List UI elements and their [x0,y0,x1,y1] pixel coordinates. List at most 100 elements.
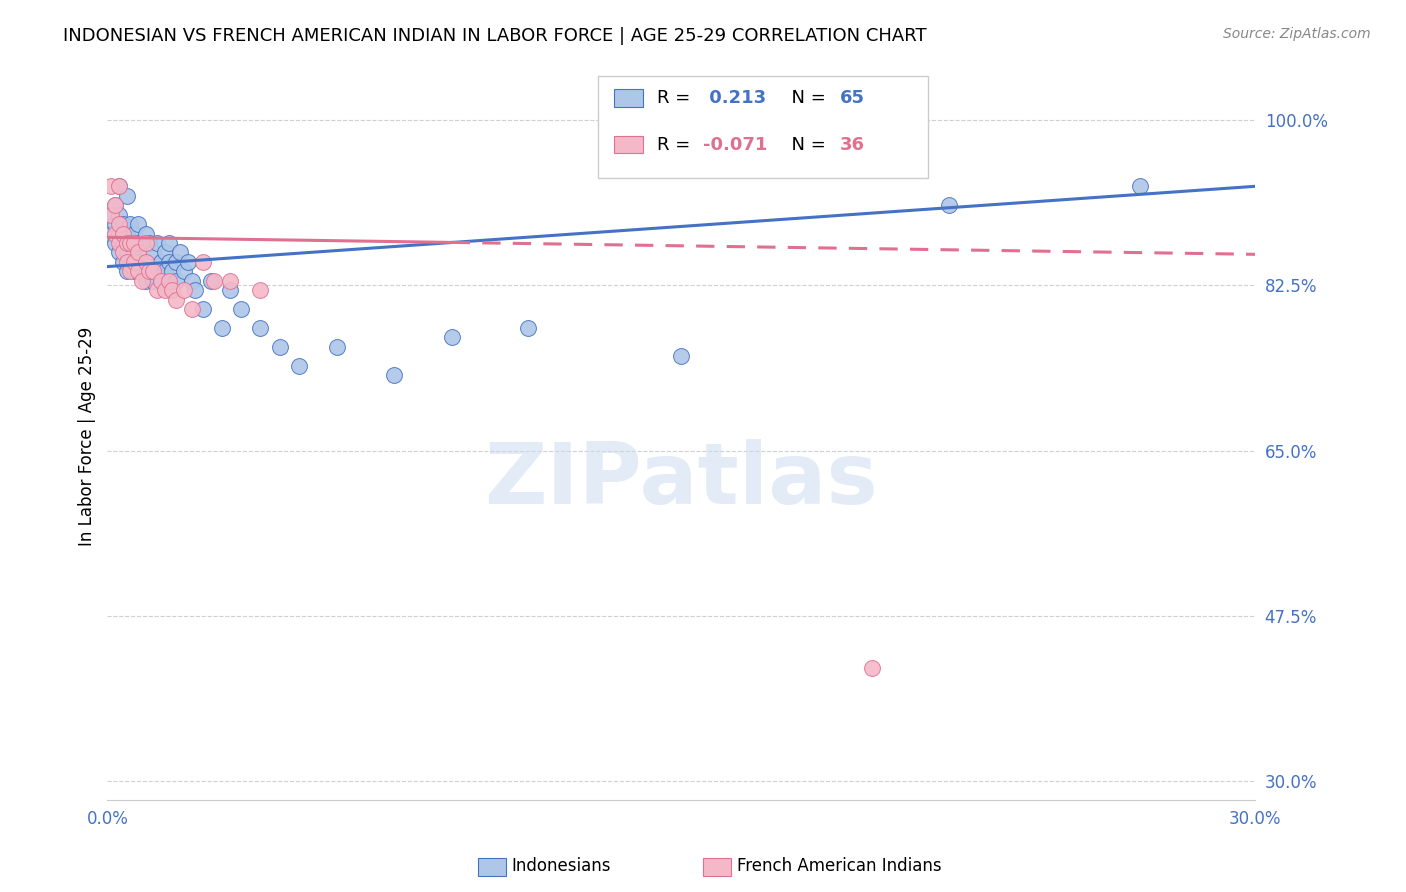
Point [157,274,180,288]
Text: 0.213: 0.213 [703,89,766,107]
Point [100,208,122,222]
Point [127,264,149,278]
Point [120,235,142,250]
Point [111,235,134,250]
Text: N =: N = [780,136,832,153]
Point [111,255,134,269]
Point [157,235,180,250]
Point [108,235,131,250]
Text: INDONESIAN VS FRENCH AMERICAN INDIAN IN LABOR FORCE | AGE 25-29 CORRELATION CHAR: INDONESIAN VS FRENCH AMERICAN INDIAN IN … [63,27,927,45]
Point [115,227,138,241]
Point [135,255,157,269]
Point [108,179,131,194]
Point [153,245,176,260]
Point [100,179,122,194]
Point [287,359,309,373]
Point [135,255,157,269]
Y-axis label: In Labor Force | Age 25-29: In Labor Force | Age 25-29 [79,327,96,546]
Point [138,235,160,250]
Point [146,264,169,278]
Text: 36: 36 [839,136,865,153]
Point [165,274,187,288]
Text: 65: 65 [839,89,865,107]
Point [162,264,184,278]
Point [218,274,240,288]
Point [104,227,127,241]
Point [100,208,122,222]
Point [122,264,145,278]
Point [326,340,349,354]
Point [122,235,145,250]
Point [104,198,127,212]
Point [142,274,165,288]
Point [165,293,187,307]
Point [146,235,169,250]
Point [108,217,131,231]
Point [115,245,138,260]
Point [111,227,134,241]
Point [191,255,214,269]
Point [131,235,153,250]
Point [108,208,131,222]
Point [131,274,153,288]
Point [165,255,187,269]
Point [142,264,165,278]
Point [135,235,157,250]
Point [180,274,202,288]
Point [127,245,149,260]
Point [153,283,176,297]
Point [382,368,405,383]
Point [127,235,149,250]
Point [180,302,202,317]
Point [173,283,195,297]
Point [108,245,131,260]
Point [104,235,127,250]
Point [149,255,172,269]
Point [146,283,169,297]
Point [440,330,463,344]
Point [269,340,291,354]
Point [120,217,142,231]
Point [709,122,731,136]
Point [157,255,180,269]
Point [100,227,122,241]
Point [249,283,271,297]
Text: N =: N = [780,89,832,107]
Point [191,302,214,317]
Point [131,264,153,278]
Point [127,217,149,231]
Text: French American Indians: French American Indians [737,857,942,875]
Point [115,235,138,250]
Point [108,227,131,241]
Point [938,198,960,212]
Point [249,321,271,335]
Text: -0.071: -0.071 [703,136,768,153]
Point [120,255,142,269]
Point [169,245,191,260]
Point [135,274,157,288]
Point [177,255,200,269]
Point [120,264,142,278]
Point [218,283,240,297]
Point [122,255,145,269]
Text: Source: ZipAtlas.com: Source: ZipAtlas.com [1223,27,1371,41]
Point [115,188,138,202]
Point [120,235,142,250]
Point [862,661,884,675]
Point [104,198,127,212]
Point [122,227,145,241]
Text: ZIPatlas: ZIPatlas [484,439,879,522]
Point [108,179,131,194]
Point [149,274,172,288]
Text: Indonesians: Indonesians [512,857,612,875]
Point [200,274,222,288]
Point [138,264,160,278]
Point [138,264,160,278]
Text: R =: R = [657,136,696,153]
Point [173,264,195,278]
Text: R =: R = [657,89,696,107]
Point [111,217,134,231]
Point [1129,179,1152,194]
Point [231,302,253,317]
Point [127,255,149,269]
